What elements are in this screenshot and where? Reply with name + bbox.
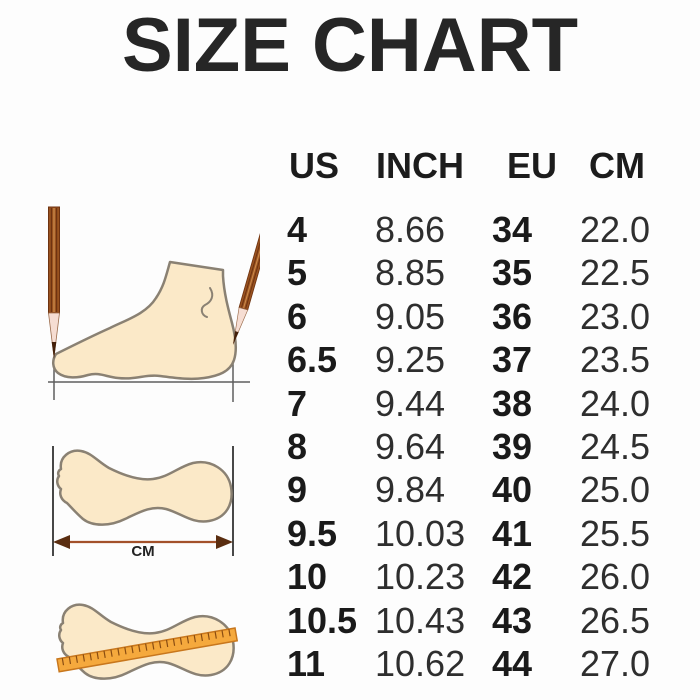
cell-us: 11 bbox=[287, 642, 326, 684]
cell-cm: 26.5 bbox=[580, 599, 651, 641]
size-row: 4 8.66 34 22.0 bbox=[283, 208, 683, 251]
cell-inch: 8.85 bbox=[375, 252, 446, 294]
cell-eu: 42 bbox=[492, 556, 533, 598]
cell-eu: 35 bbox=[492, 252, 533, 294]
cell-inch: 9.25 bbox=[375, 339, 446, 381]
cell-inch: 10.62 bbox=[375, 642, 466, 684]
arrow-left-head bbox=[53, 535, 70, 549]
foot-width-cm-illustration: CM bbox=[52, 446, 234, 560]
cell-cm: 23.0 bbox=[580, 295, 651, 337]
cell-eu: 43 bbox=[492, 599, 533, 641]
cell-eu: 40 bbox=[492, 469, 533, 511]
cell-us: 6 bbox=[287, 295, 308, 337]
cell-cm: 22.0 bbox=[580, 209, 651, 250]
column-header-cm: CM bbox=[589, 145, 645, 186]
size-table: US INCH EU CM 4 8.66 34 22.0 5 8.85 35 22.5 6 9.0… bbox=[283, 143, 683, 685]
column-header-us: US bbox=[289, 145, 340, 186]
foot-ruler-illustration bbox=[56, 603, 239, 680]
cell-eu: 41 bbox=[492, 512, 533, 554]
size-row: 10 10.23 42 26.0 bbox=[283, 555, 683, 598]
cell-cm: 24.5 bbox=[580, 425, 651, 467]
cell-inch: 9.05 bbox=[375, 295, 446, 337]
cell-us: 8 bbox=[287, 425, 308, 467]
cell-eu: 36 bbox=[492, 295, 533, 337]
cell-cm: 26.0 bbox=[580, 556, 651, 598]
size-row: 8 9.64 39 24.5 bbox=[283, 425, 683, 468]
cell-us: 5 bbox=[287, 252, 308, 294]
cell-eu: 38 bbox=[492, 382, 533, 424]
page-title: SIZE CHART bbox=[122, 3, 578, 88]
size-row: 5 8.85 35 22.5 bbox=[283, 251, 683, 294]
cell-inch: 10.43 bbox=[375, 599, 466, 641]
cell-us: 7 bbox=[287, 382, 308, 424]
pencil-icon bbox=[47, 206, 61, 360]
cell-cm: 27.0 bbox=[580, 642, 651, 684]
cell-inch: 10.23 bbox=[375, 556, 466, 598]
cell-cm: 25.5 bbox=[580, 512, 651, 554]
foot-side-icon bbox=[52, 260, 237, 381]
size-row: 10.5 10.43 43 26.5 bbox=[283, 599, 683, 642]
size-row: 6.5 9.25 37 23.5 bbox=[283, 338, 683, 381]
arrow-right-head bbox=[216, 535, 233, 549]
cell-cm: 22.5 bbox=[580, 252, 651, 294]
size-row: 9 9.84 40 25.0 bbox=[283, 468, 683, 511]
ruler-ticks bbox=[61, 629, 231, 666]
cell-inch: 9.64 bbox=[375, 425, 446, 467]
cm-arrow-label: CM bbox=[131, 543, 154, 560]
column-header-eu: EU bbox=[507, 145, 558, 186]
cell-inch: 10.03 bbox=[375, 512, 466, 554]
size-table-body: 4 8.66 34 22.0 5 8.85 35 22.5 6 9.05 36 23.0 6.5 9.25… bbox=[283, 208, 683, 685]
cell-us: 9.5 bbox=[287, 512, 338, 554]
cell-eu: 39 bbox=[492, 425, 533, 467]
cell-us: 9 bbox=[287, 469, 308, 511]
cell-cm: 24.0 bbox=[580, 382, 651, 424]
cell-inch: 9.84 bbox=[375, 469, 446, 511]
cell-eu: 34 bbox=[492, 209, 533, 250]
cell-eu: 37 bbox=[492, 339, 533, 381]
cell-eu: 44 bbox=[492, 642, 533, 684]
size-row: 11 10.62 44 27.0 bbox=[283, 642, 683, 685]
cell-us: 10.5 bbox=[287, 599, 358, 641]
size-row: 9.5 10.03 41 25.5 bbox=[283, 512, 683, 555]
cell-inch: 8.66 bbox=[375, 209, 446, 250]
column-header-inch: INCH bbox=[376, 145, 464, 186]
cell-cm: 25.0 bbox=[580, 469, 651, 511]
cell-us: 4 bbox=[287, 209, 308, 250]
size-row: 6 9.05 36 23.0 bbox=[283, 295, 683, 338]
foot-length-measure-illustration bbox=[47, 206, 260, 402]
cell-inch: 9.44 bbox=[375, 382, 446, 424]
size-table-header: US INCH EU CM bbox=[283, 143, 683, 189]
footprint-icon bbox=[56, 449, 233, 526]
size-row: 7 9.44 38 24.0 bbox=[283, 382, 683, 425]
cell-us: 6.5 bbox=[287, 339, 338, 381]
cell-cm: 23.5 bbox=[580, 339, 651, 381]
cell-us: 10 bbox=[287, 556, 328, 598]
ankle-mark bbox=[200, 287, 214, 318]
